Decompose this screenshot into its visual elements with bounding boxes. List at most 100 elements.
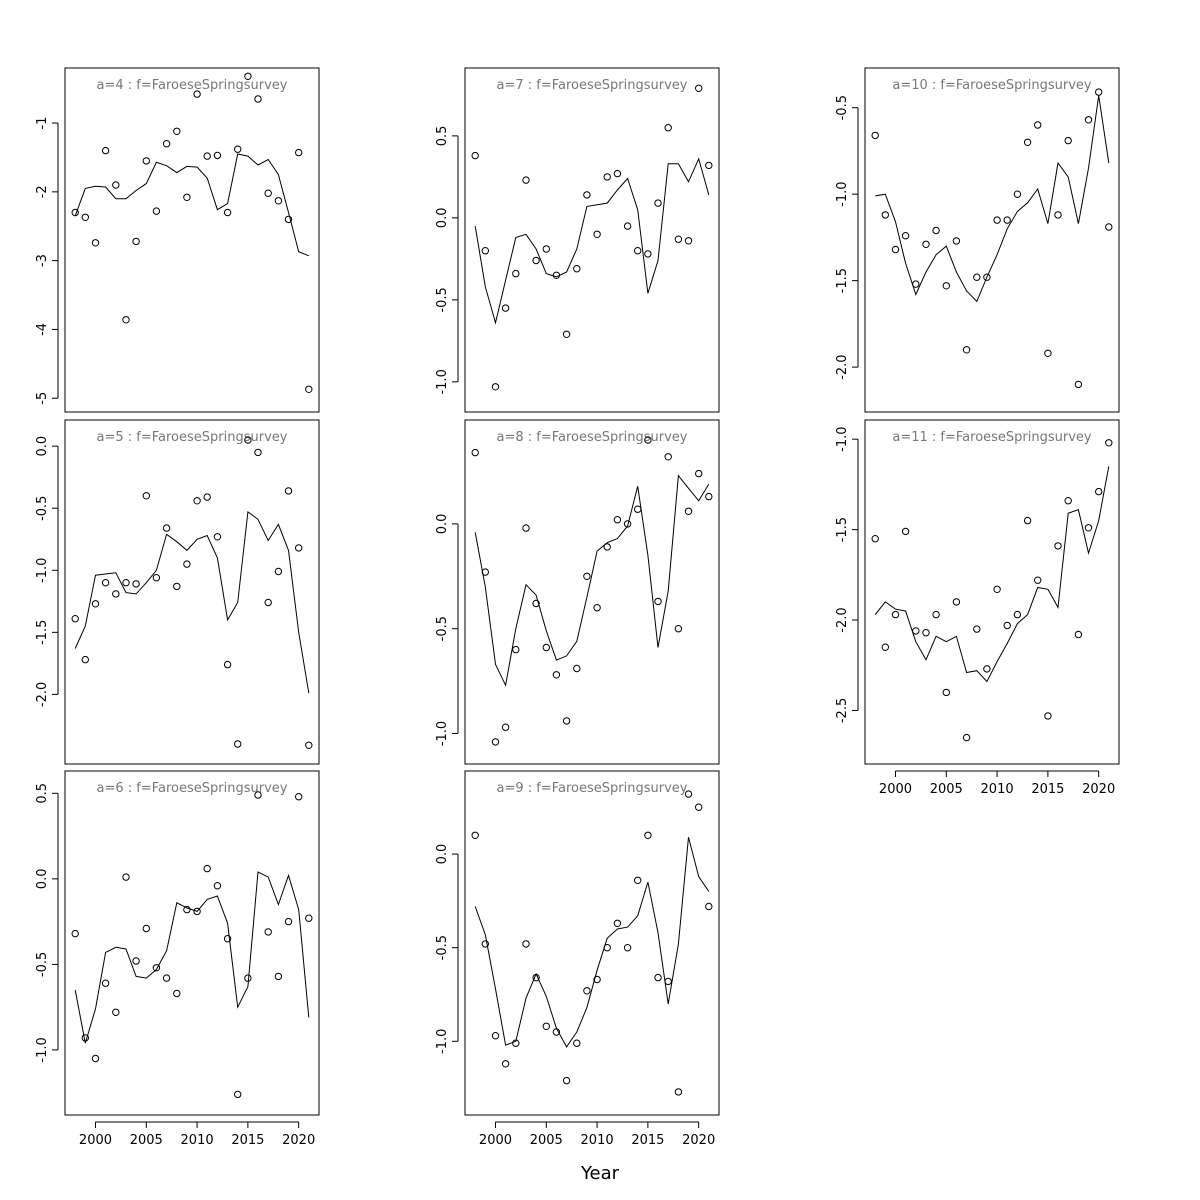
data-point xyxy=(1034,576,1042,584)
panel-title: a=7 : f=FaroeseSpringsurvey xyxy=(497,78,688,93)
data-point xyxy=(274,567,283,576)
data-point xyxy=(471,448,479,457)
data-point xyxy=(91,600,100,608)
data-point xyxy=(71,615,79,623)
y-tick-label: -0.5 xyxy=(435,616,450,641)
y-tick-label: -0.5 xyxy=(835,95,850,120)
data-point xyxy=(471,831,479,839)
y-tick-label: -2.0 xyxy=(835,607,850,632)
x-tick-label: 2015 xyxy=(631,1133,664,1148)
data-point xyxy=(664,977,672,986)
data-point xyxy=(562,1076,571,1085)
panel-title: a=9 : f=FaroeseSpringsurvey xyxy=(497,781,688,796)
data-point xyxy=(912,627,920,635)
data-point xyxy=(695,469,703,478)
data-point xyxy=(491,383,500,391)
y-tick-label: -3 xyxy=(35,254,50,267)
data-point xyxy=(1044,712,1052,720)
data-point xyxy=(1074,630,1083,639)
panel-frame xyxy=(864,67,1120,413)
data-point xyxy=(1013,190,1022,198)
data-point xyxy=(1013,610,1022,619)
data-point xyxy=(542,1022,550,1031)
data-point xyxy=(101,146,110,155)
x-tick-label: 2020 xyxy=(682,1133,715,1148)
data-point xyxy=(193,90,201,98)
data-point xyxy=(942,282,950,290)
data-point xyxy=(295,793,303,801)
data-point xyxy=(491,1032,500,1040)
panel-8: -1.0 -1.5 -2.0 -2.5 2000 2005 2010 2015 2020 a=11… xyxy=(835,419,1120,797)
data-point xyxy=(593,230,601,239)
data-point xyxy=(962,346,971,354)
x-tick-label: 2000 xyxy=(479,1133,512,1148)
data-point xyxy=(223,935,232,943)
y-tick-label: -4 xyxy=(35,323,50,336)
data-point xyxy=(532,256,540,265)
data-point xyxy=(264,189,272,197)
panel-title: a=8 : f=FaroeseSpringsurvey xyxy=(497,430,688,445)
data-point xyxy=(684,237,693,245)
panel-frame xyxy=(864,419,1120,765)
y-tick-label: -2.5 xyxy=(835,698,850,723)
data-point xyxy=(654,973,662,982)
data-point xyxy=(213,151,222,160)
fitted-line xyxy=(474,157,710,325)
data-point xyxy=(213,882,222,890)
data-point xyxy=(183,905,191,914)
data-point xyxy=(244,72,252,81)
panel-7: -0.5 -1.0 -1.5 -2.0 a=10 : f=FaroeseSpringsu… xyxy=(835,67,1120,413)
data-point xyxy=(952,598,961,606)
data-point xyxy=(973,625,981,633)
y-tick-label: -2 xyxy=(35,185,50,198)
data-point xyxy=(1023,138,1032,147)
data-point xyxy=(101,579,110,587)
data-point xyxy=(583,572,591,580)
data-point xyxy=(993,216,1001,224)
data-point xyxy=(674,1088,683,1096)
panel-5: 0.0 -0.5 -1.0 a=8 : f=FaroeseSpringsurvey xyxy=(435,419,720,765)
data-point xyxy=(532,599,540,608)
data-point xyxy=(623,520,632,528)
x-tick-label: 2000 xyxy=(79,1133,112,1148)
data-point xyxy=(112,1008,120,1016)
data-point xyxy=(573,1039,581,1047)
data-point xyxy=(1084,116,1093,124)
data-point xyxy=(305,741,313,749)
data-point xyxy=(613,169,622,178)
data-point xyxy=(593,975,601,984)
data-point xyxy=(993,585,1001,593)
data-point xyxy=(122,316,130,324)
data-point xyxy=(295,148,303,157)
x-tick-label: 2010 xyxy=(181,1133,214,1148)
x-tick-label: 2020 xyxy=(282,1133,315,1148)
data-point xyxy=(295,544,303,552)
data-point xyxy=(623,222,632,230)
data-point xyxy=(644,436,652,444)
panel-title: a=10 : f=FaroeseSpringsurvey xyxy=(892,78,1092,93)
data-point xyxy=(1054,211,1062,219)
data-point xyxy=(274,972,283,981)
data-point xyxy=(132,580,140,588)
data-point xyxy=(603,173,611,181)
data-point xyxy=(705,492,713,501)
data-point xyxy=(552,671,561,679)
fitted-line xyxy=(74,510,310,694)
data-point xyxy=(674,625,683,633)
data-point xyxy=(244,436,252,444)
data-point xyxy=(501,723,510,731)
y-tick-label: 0.5 xyxy=(435,126,450,147)
data-point xyxy=(264,928,272,936)
x-tick-label: 2010 xyxy=(581,1133,614,1148)
data-point xyxy=(891,245,900,254)
data-point xyxy=(234,145,242,153)
data-point xyxy=(654,597,662,606)
y-tick-label: -0.5 xyxy=(435,287,450,312)
y-tick-label: 0.0 xyxy=(435,514,450,535)
data-point xyxy=(193,497,201,505)
y-tick-label: -1.0 xyxy=(35,558,50,583)
panel-frame xyxy=(464,419,720,765)
data-point xyxy=(173,989,181,998)
data-point xyxy=(254,791,262,799)
data-point xyxy=(1003,621,1011,630)
